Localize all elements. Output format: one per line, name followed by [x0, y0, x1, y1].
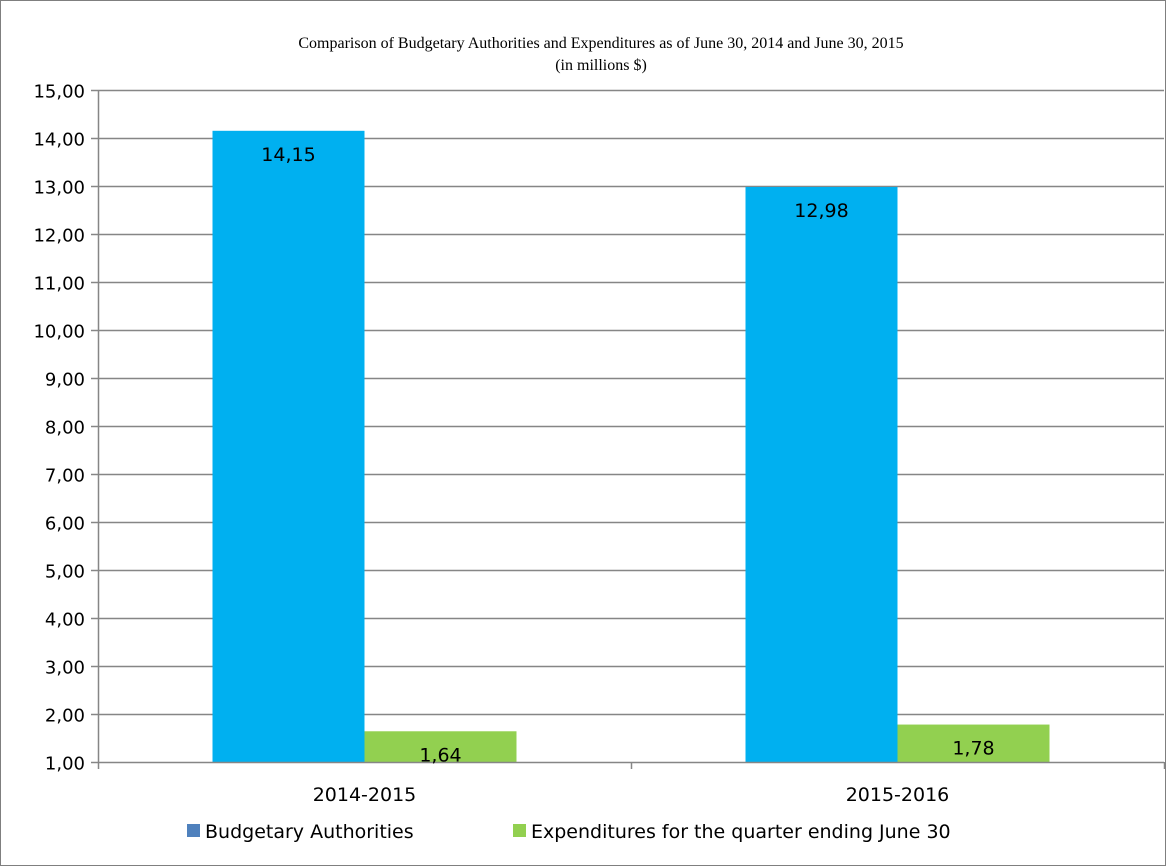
y-tick-label: 6,00 — [45, 514, 85, 535]
legend-label-budgetary-authorities: Budgetary Authorities — [205, 821, 414, 843]
bar-expenditures-2014-2015 — [364, 731, 517, 762]
y-tick-label: 13,00 — [33, 178, 85, 199]
y-tick-label: 9,00 — [45, 370, 85, 391]
legend-swatch-budgetary-authorities — [187, 824, 200, 837]
data-label: 12,98 — [794, 200, 848, 222]
legend-label-expenditures: Expenditures for the quarter ending June… — [531, 821, 951, 843]
axes: 1,00 2,00 3,00 4,00 5,00 6,00 7,00 8,00 9,00 10,0… — [33, 82, 1166, 806]
y-tick-label: 2,00 — [45, 706, 85, 727]
y-tick-label: 5,00 — [45, 562, 85, 583]
y-tick-label: 1,00 — [45, 754, 85, 775]
legend: Budgetary Authorities Expenditures for th… — [187, 821, 951, 843]
y-tick-label: 7,00 — [45, 466, 85, 487]
data-label: 14,15 — [261, 144, 315, 166]
y-tick-label: 8,00 — [45, 418, 85, 439]
y-tick-label: 15,00 — [33, 82, 85, 103]
y-tick-label: 10,00 — [33, 322, 85, 343]
y-tick-label: 11,00 — [33, 274, 85, 295]
x-category-label: 2014-2015 — [313, 784, 417, 806]
chart-title: Comparison of Budgetary Authorities and … — [298, 35, 903, 52]
bars — [212, 130, 1050, 763]
y-tick-label: 14,00 — [33, 130, 85, 151]
data-label: 1,64 — [419, 744, 461, 766]
y-tick-label: 12,00 — [33, 226, 85, 247]
legend-swatch-expenditures — [513, 824, 526, 837]
y-tick-label: 4,00 — [45, 610, 85, 631]
bar-budgetary-authorities-2015-2016 — [745, 186, 898, 762]
x-category-label: 2015-2016 — [846, 784, 950, 806]
chart-subtitle: (in millions $) — [555, 57, 647, 74]
data-label: 1,78 — [952, 738, 994, 760]
data-labels: 14,15 1,64 12,98 1,78 — [261, 144, 994, 766]
bar-expenditures-2015-2016 — [897, 724, 1050, 762]
y-tick-label: 3,00 — [45, 658, 85, 679]
bar-budgetary-authorities-2014-2015 — [212, 130, 365, 763]
